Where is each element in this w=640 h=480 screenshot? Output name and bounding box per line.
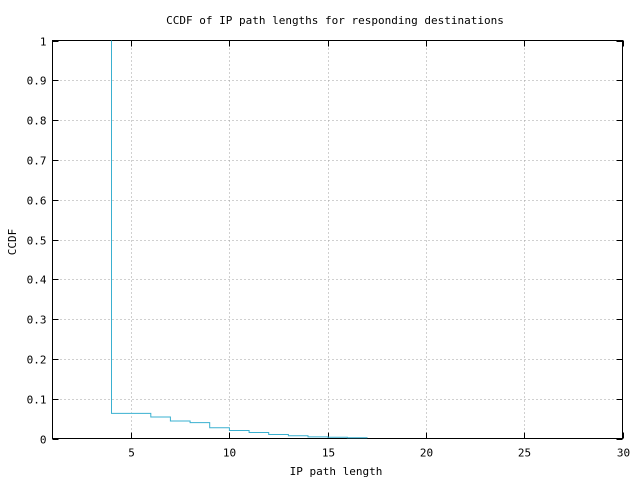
x-tick-label: 20	[420, 447, 433, 460]
y-tick-label: 0.2	[27, 354, 47, 367]
y-axis-label: CCDF	[6, 229, 19, 256]
y-tick-label: 0.4	[27, 274, 47, 287]
y-tick-label: 0.3	[27, 314, 47, 327]
y-tick-label: 0.1	[27, 394, 47, 407]
y-tick-label: 0.8	[27, 115, 47, 128]
ccdf-step-line	[111, 40, 368, 439]
x-tick-label: 10	[223, 447, 236, 460]
y-tick-label: 0	[40, 434, 47, 447]
y-tick-label: 1	[40, 36, 47, 49]
y-tick-label: 0.6	[27, 195, 47, 208]
y-tick-label: 0.9	[27, 75, 47, 88]
y-tick-label: 0.7	[27, 155, 47, 168]
x-tick-label: 15	[322, 447, 335, 460]
series-layer	[111, 40, 368, 439]
grid-lines	[52, 40, 623, 439]
x-tick-label: 5	[128, 447, 135, 460]
y-tick-label: 0.5	[27, 235, 47, 248]
x-tick-label: 25	[518, 447, 531, 460]
axis-ticks: 5 10 15 20 25 30 0 0.1 0.2 0.3 0.4 0.5 0.6 0.7 0.8 0.9 1	[27, 36, 631, 460]
chart-title: CCDF of IP path lengths for responding d…	[166, 14, 504, 27]
x-tick-label: 30	[617, 447, 630, 460]
x-axis-label: IP path length	[290, 465, 383, 478]
plot-frame	[52, 40, 623, 439]
